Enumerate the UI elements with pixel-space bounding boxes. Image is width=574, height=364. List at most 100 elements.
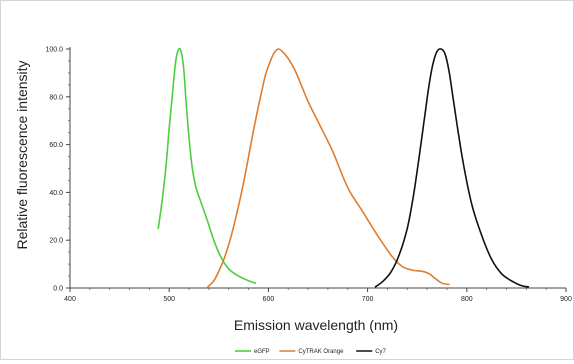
x-tick-label: 800 — [461, 296, 473, 303]
data-point-cytrak-orange — [434, 278, 435, 279]
data-point-cytrak-orange — [260, 96, 261, 97]
data-point-cy7 — [481, 235, 482, 236]
series-line-cytrak-orange — [207, 48, 450, 288]
data-point-cy7 — [528, 286, 529, 287]
data-point-cytrak-orange — [230, 237, 231, 238]
data-point-cytrak-orange — [377, 235, 378, 236]
data-point-cy7 — [419, 156, 420, 157]
data-point-egfp — [169, 127, 170, 128]
data-point-cy7 — [383, 280, 384, 281]
data-point-cy7 — [457, 130, 458, 131]
x-axis-title: Emission wavelength (nm) — [234, 317, 398, 333]
data-point-egfp — [238, 275, 239, 276]
data-point-egfp — [162, 199, 163, 200]
data-point-egfp — [195, 187, 196, 188]
legend-label-egfp: eGFP — [254, 349, 270, 355]
data-point-egfp — [174, 75, 175, 76]
data-point-cytrak-orange — [429, 273, 430, 274]
data-point-cy7 — [491, 259, 492, 260]
y-tick-label: 80.0 — [49, 94, 63, 101]
x-tick-label: 400 — [64, 296, 76, 303]
data-point-cy7 — [432, 63, 433, 64]
legend-label-cytrak-orange: CyTRAK Orange — [298, 349, 344, 355]
y-tick-label: 60.0 — [49, 142, 63, 149]
data-point-egfp — [248, 280, 249, 281]
x-tick-label: 600 — [263, 296, 275, 303]
data-point-egfp — [178, 50, 179, 51]
data-point-cytrak-orange — [422, 271, 423, 272]
data-point-cy7 — [436, 51, 437, 52]
data-point-cy7 — [399, 254, 400, 255]
data-point-cy7 — [407, 228, 408, 229]
data-point-cy7 — [511, 280, 512, 281]
data-point-cytrak-orange — [224, 256, 225, 257]
data-point-egfp — [181, 56, 182, 57]
data-point-egfp — [185, 101, 186, 102]
data-point-egfp — [220, 256, 221, 257]
y-tick-label: 40.0 — [49, 190, 63, 197]
data-point-egfp — [176, 58, 177, 59]
data-point-cy7 — [448, 70, 449, 71]
data-point-cytrak-orange — [254, 125, 255, 126]
data-point-cytrak-orange — [392, 256, 393, 257]
y-tick-label: 20.0 — [49, 238, 63, 245]
data-point-cytrak-orange — [236, 213, 237, 214]
x-tick-label: 700 — [362, 296, 374, 303]
y-tick-label: 0.0 — [53, 286, 63, 293]
data-point-cytrak-orange — [265, 75, 266, 76]
data-point-egfp — [255, 283, 256, 284]
data-point-cytrak-orange — [270, 60, 271, 61]
data-point-cytrak-orange — [242, 187, 243, 188]
data-point-cytrak-orange — [274, 52, 275, 53]
data-point-egfp — [158, 228, 159, 229]
data-point-egfp — [172, 96, 173, 97]
data-point-egfp — [205, 216, 206, 217]
data-point-cytrak-orange — [448, 284, 449, 285]
data-point-cytrak-orange — [218, 271, 219, 272]
data-point-cy7 — [521, 285, 522, 286]
data-point-cy7 — [501, 273, 502, 274]
data-point-egfp — [166, 163, 167, 164]
data-point-cy7 — [471, 204, 472, 205]
y-tick-label: 100.0 — [45, 47, 63, 54]
data-point-cytrak-orange — [282, 51, 283, 52]
data-point-egfp — [213, 240, 214, 241]
data-point-cytrak-orange — [213, 280, 214, 281]
data-point-egfp — [200, 201, 201, 202]
data-point-cytrak-orange — [441, 283, 442, 284]
data-point-cytrak-orange — [402, 266, 403, 267]
data-point-cytrak-orange — [296, 72, 297, 73]
data-point-egfp — [191, 166, 192, 167]
data-point-cy7 — [424, 120, 425, 121]
series-layer — [157, 47, 530, 288]
x-tick-label: 900 — [560, 296, 572, 303]
data-point-cytrak-orange — [319, 125, 320, 126]
data-point-cytrak-orange — [412, 269, 413, 270]
data-point-cytrak-orange — [362, 211, 363, 212]
data-point-cy7 — [440, 48, 441, 49]
data-point-egfp — [183, 72, 184, 73]
data-point-cy7 — [429, 84, 430, 85]
data-point-cy7 — [452, 96, 453, 97]
data-point-cytrak-orange — [278, 48, 279, 49]
data-point-cytrak-orange — [347, 187, 348, 188]
legend-label-cy7: Cy7 — [375, 349, 386, 355]
data-point-cytrak-orange — [332, 151, 333, 152]
data-point-egfp — [180, 48, 181, 49]
y-axis-title: Relative fluorescence intensity — [14, 60, 30, 249]
data-point-cytrak-orange — [207, 286, 208, 287]
data-point-cytrak-orange — [288, 58, 289, 59]
data-point-egfp — [188, 137, 189, 138]
data-point-cytrak-orange — [307, 101, 308, 102]
axes: 400 500 600 700 800 900 0.0 20.0 40.0 60.0 80.0 100… — [45, 47, 571, 304]
data-point-cy7 — [391, 271, 392, 272]
data-point-cy7 — [463, 166, 464, 167]
series-line-egfp — [157, 47, 257, 284]
data-point-egfp — [228, 268, 229, 269]
data-point-cy7 — [375, 286, 376, 287]
series-line-cy7 — [374, 48, 530, 288]
data-point-cy7 — [444, 53, 445, 54]
data-point-cy7 — [413, 197, 414, 198]
